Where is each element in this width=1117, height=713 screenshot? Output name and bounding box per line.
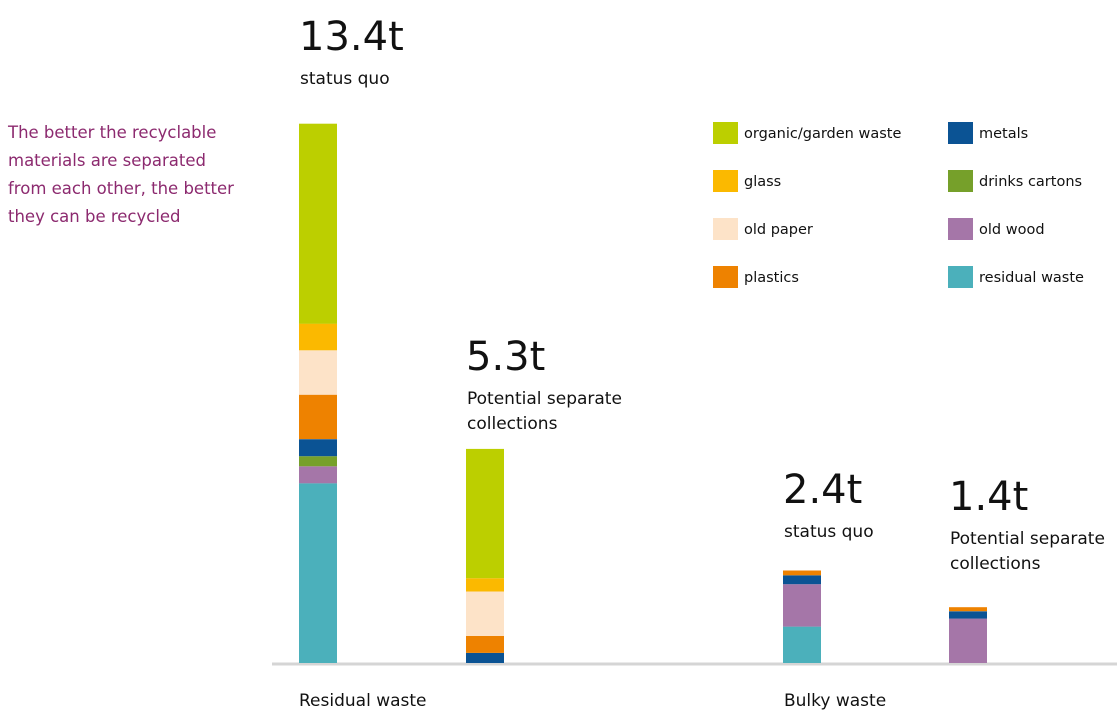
bar-2-segment-glass (466, 578, 504, 592)
legend-label-wood: old wood (979, 222, 1045, 238)
legend-swatch-wood (948, 218, 973, 240)
bar-4-segment-wood (949, 618, 987, 663)
bar-1-segment-residual (299, 483, 337, 663)
bar-1-segment-cartons (299, 456, 337, 467)
bar-1-segment-organic (299, 123, 337, 324)
legend-label-plastics: plastics (744, 270, 799, 286)
bar-1-segment-glass (299, 323, 337, 351)
legend-swatch-metals (948, 122, 973, 144)
legend-swatch-residual (948, 266, 973, 288)
bar-1-segment-paper (299, 350, 337, 395)
bar-2-total-label: 5.3t (466, 334, 545, 380)
category-label-residual-waste: Residual waste (299, 691, 427, 711)
bar-1-segment-metals (299, 439, 337, 457)
bar-4-caption-line: collections (950, 554, 1041, 574)
bar-2-segment-plastics (466, 635, 504, 653)
bar-3-segment-residual (783, 626, 821, 663)
bar-4-segment-plastics (949, 607, 987, 612)
bar-2-segment-metals (466, 652, 504, 663)
bar-4-total-label: 1.4t (949, 474, 1028, 520)
bar-1-segment-wood (299, 466, 337, 484)
bar-3-segment-metals (783, 575, 821, 585)
legend-swatch-cartons (948, 170, 973, 192)
bar-1-caption-line: status quo (300, 69, 390, 89)
legend-swatch-paper (713, 218, 738, 240)
legend-swatch-plastics (713, 266, 738, 288)
legend-swatch-organic (713, 122, 738, 144)
bar-4-caption-line: Potential separate (950, 529, 1105, 549)
bar-2-segment-organic (466, 448, 504, 579)
bar-3-segment-wood (783, 584, 821, 627)
annotation-note-line: they can be recycled (8, 207, 181, 226)
legend-label-paper: old paper (744, 222, 813, 238)
bar-2-segment-paper (466, 591, 504, 636)
legend-label-metals: metals (979, 126, 1028, 142)
legend-label-glass: glass (744, 174, 781, 190)
bar-1-segment-plastics (299, 394, 337, 440)
legend-swatch-glass (713, 170, 738, 192)
bar-3-caption-line: status quo (784, 522, 874, 542)
annotation-note-line: from each other, the better (8, 179, 234, 198)
category-label-bulky-waste: Bulky waste (784, 691, 886, 711)
bar-2-caption-line: collections (467, 414, 558, 434)
annotation-note-line: The better the recyclable (7, 123, 216, 142)
bar-3-segment-plastics (783, 570, 821, 576)
bar-3-total-label: 2.4t (783, 467, 862, 513)
legend-label-residual: residual waste (979, 270, 1084, 286)
bar-4-segment-metals (949, 611, 987, 619)
annotation-note-line: materials are separated (8, 151, 206, 170)
bar-2-caption-line: Potential separate (467, 389, 622, 409)
legend-label-organic: organic/garden waste (744, 126, 901, 142)
bar-1-total-label: 13.4t (299, 14, 404, 60)
legend-label-cartons: drinks cartons (979, 174, 1082, 190)
